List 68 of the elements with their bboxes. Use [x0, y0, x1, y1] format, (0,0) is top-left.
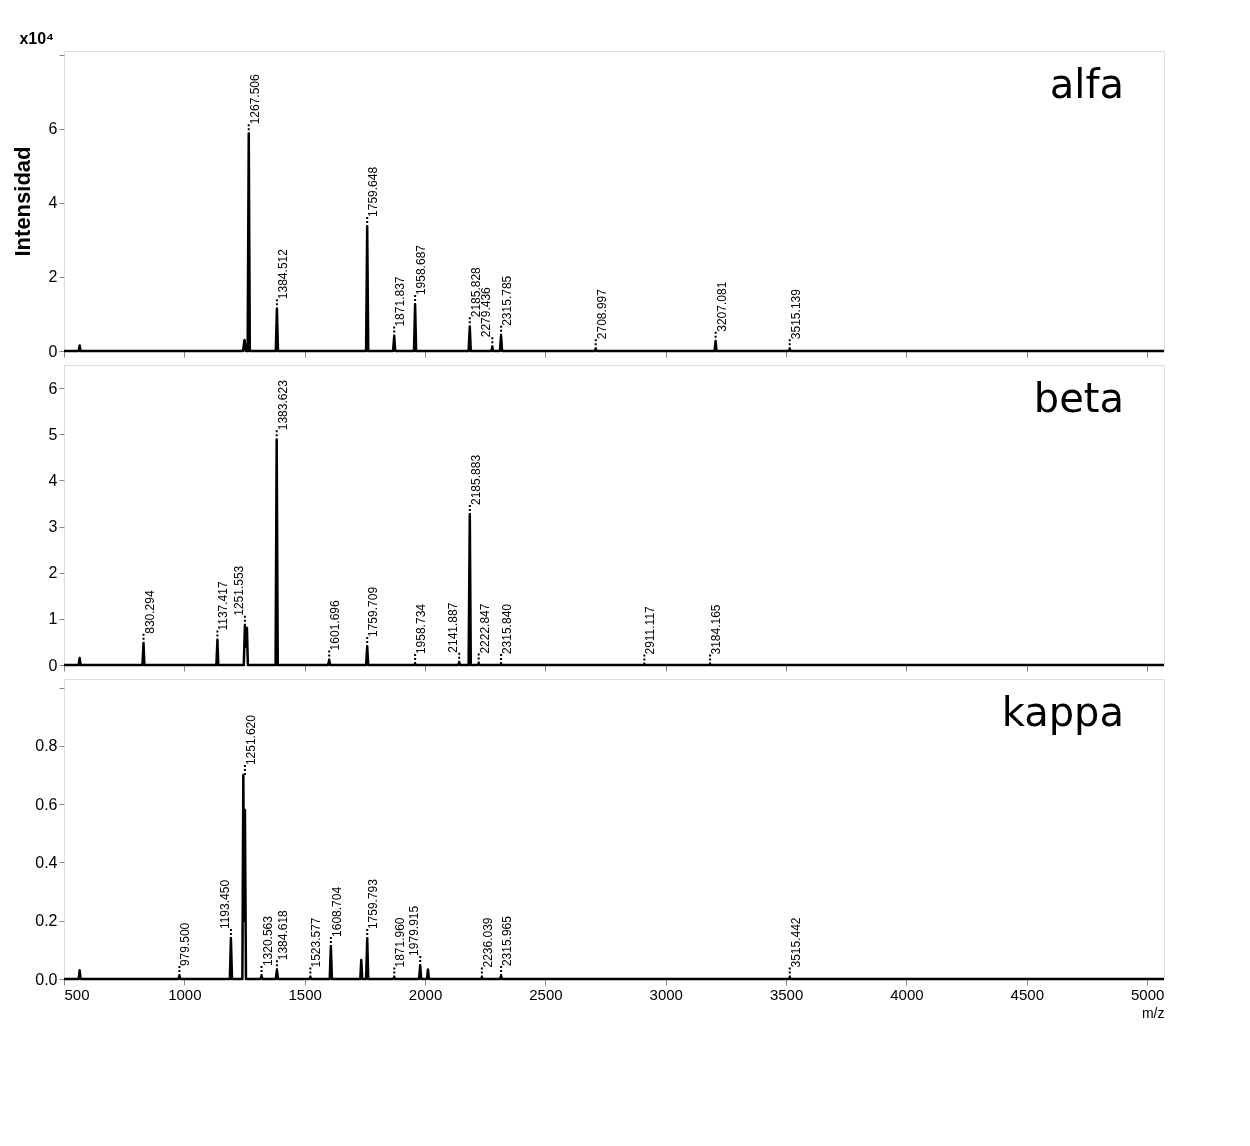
y-tick-label: 4	[48, 194, 58, 212]
annotation: 2222.847	[477, 603, 492, 654]
annotation: 979.500	[178, 922, 193, 967]
x-tick-label: 5000	[1130, 985, 1165, 1003]
annotation: 2236.039	[480, 917, 495, 968]
annotation: 830.294	[142, 590, 157, 634]
annotation: 1759.793	[366, 878, 381, 930]
y-tick-label: 2	[48, 268, 58, 286]
y-tick-label: 6	[48, 379, 58, 397]
x-tick-label: 500	[64, 985, 90, 1003]
annotation: 1871.837	[393, 276, 408, 327]
annotation: 1759.648	[366, 166, 381, 217]
chart-title: beta	[1033, 375, 1124, 421]
y-tick-label: 0	[48, 342, 58, 360]
annotation: 2279.436	[479, 286, 494, 338]
annotation: 1384.618	[275, 909, 290, 961]
y-tick-label: 0.8	[35, 737, 58, 755]
x-axis-title: m/z	[1141, 1004, 1165, 1021]
annotation: 2911.117	[643, 605, 658, 655]
annotation: 1979.915	[407, 905, 422, 956]
y-tick-label: 5	[48, 425, 58, 443]
annotation: 2185.883	[468, 454, 483, 505]
annotation: 1759.709	[366, 586, 381, 637]
annotation: 3515.442	[788, 917, 803, 968]
y-tick-label: 6	[48, 120, 58, 138]
annotation: 1523.577	[309, 917, 324, 968]
x-tick-label: 3000	[649, 985, 683, 1003]
annotation: 1958.687	[414, 244, 429, 296]
y-tick-label: 0.2	[35, 912, 58, 930]
x-tick-label: 2500	[529, 985, 563, 1003]
annotation: 1958.734	[414, 603, 429, 655]
annotation: 1251.553	[231, 565, 246, 616]
annotation: 1383.623	[275, 379, 290, 431]
y-tick-label: 1	[48, 610, 58, 628]
x-tick-label: 3500	[769, 985, 804, 1003]
y-tick-label: 0.4	[35, 854, 58, 871]
text: x10⁴	[19, 30, 55, 47]
annotation: 2315.965	[500, 915, 515, 967]
annotation: 1251.620	[243, 714, 258, 766]
y-tick-label: 0.6	[35, 795, 58, 813]
annotation: 1601.696	[328, 600, 343, 651]
chart-title: kappa	[1001, 689, 1124, 735]
x-tick-label: 1500	[288, 985, 322, 1003]
annotation: 3207.081	[714, 281, 729, 332]
y-tick-label: 4	[48, 471, 58, 489]
y-axis-title: Intensidad	[9, 146, 35, 257]
chart-title: alfa	[1049, 61, 1124, 107]
y-tick-label: 3	[48, 518, 58, 536]
y-tick-label: 0.0	[35, 970, 58, 988]
annotation: 1384.512	[275, 248, 290, 300]
x-tick-label: 1000	[168, 985, 202, 1003]
annotation: 1193.450	[217, 879, 232, 930]
y-tick-label: 2	[48, 564, 58, 582]
annotation: 3184.165	[709, 604, 724, 655]
annotation: 3515.139	[788, 288, 803, 340]
annotation: 2141.887	[446, 602, 461, 653]
y-tick-label: 0	[48, 656, 58, 674]
annotation: 1137.417	[216, 581, 231, 631]
annotation: 2315.785	[500, 275, 515, 326]
annotation: 1320.563	[260, 915, 275, 967]
annotation: 1871.960	[393, 917, 408, 968]
x-tick-label: 4000	[890, 985, 924, 1003]
annotation: 1608.704	[329, 886, 344, 937]
x-tick-label: 2000	[408, 985, 443, 1003]
x-tick-label: 4500	[1010, 985, 1044, 1003]
annotation: 1267.506	[247, 73, 262, 125]
annotation: 2708.997	[594, 288, 609, 340]
annotation: 2315.840	[500, 603, 515, 655]
